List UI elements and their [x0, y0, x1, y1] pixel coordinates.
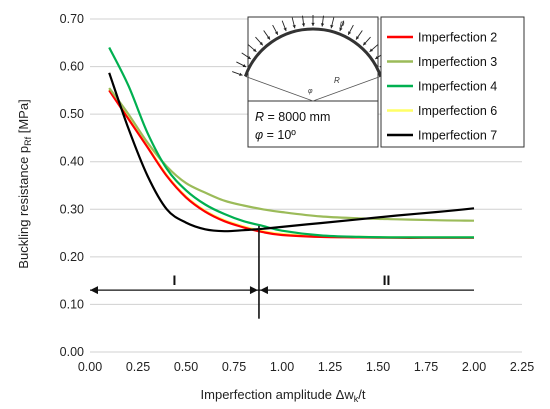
legend-label: Imperfection 3 [418, 55, 497, 69]
legend-label: Imperfection 2 [418, 31, 497, 45]
region-label-2: II [383, 272, 391, 288]
x-tick-label: 1.25 [318, 360, 342, 374]
x-tick-labels: 0.00 0.25 0.50 0.75 1.00 1.25 1.50 1.75 2.00 2.25 [78, 360, 534, 374]
diagram-label-phi: φ [308, 88, 313, 95]
inset-box: p φ R R = 8000 mm φ = 10º [232, 15, 394, 148]
x-tick-label: 0.00 [78, 360, 102, 374]
y-axis-title: Buckling resistance pRf [MPa] [16, 99, 33, 268]
series-line-imperfection-4 [108, 47, 474, 239]
legend-frame [380, 16, 525, 148]
pressure-arrow-head [239, 72, 243, 76]
x-tick-label: 1.50 [366, 360, 390, 374]
shell-diagram: p φ R [232, 15, 394, 102]
pressure-arrow-head [283, 27, 287, 31]
y-tick-labels: 0.00 0.10 0.20 0.30 0.40 0.50 0.60 0.70 [60, 12, 84, 359]
inset-radius-text: R = 8000 mm [255, 110, 330, 124]
y-tick-label: 0.50 [60, 107, 84, 121]
legend-label: Imperfection 6 [418, 104, 497, 118]
pressure-arrow-head [311, 22, 315, 26]
pressure-arrow-head [292, 24, 296, 29]
y-tick-label: 0.30 [60, 202, 84, 216]
x-tick-label: 0.25 [126, 360, 150, 374]
legend-label: Imperfection 4 [418, 80, 497, 94]
pressure-arrow-head [320, 23, 325, 27]
y-tick-label: 0.10 [60, 297, 84, 311]
pressure-arrow-head [348, 31, 352, 35]
y-tick-label: 0.00 [60, 345, 84, 359]
series-line-imperfection-3 [108, 87, 475, 222]
x-tick-label: 1.75 [414, 360, 438, 374]
y-tick-label: 0.20 [60, 250, 84, 264]
x-tick-label: 2.25 [510, 360, 534, 374]
x-tick-label: 0.75 [222, 360, 246, 374]
pressure-arrow-head [242, 64, 247, 68]
inset-angle-text: φ = 10º [255, 128, 296, 142]
pressure-arrow-head [356, 36, 360, 40]
pressure-arrow-head [301, 23, 306, 27]
pressure-arrow-head [266, 36, 270, 40]
x-tick-label: 0.50 [174, 360, 198, 374]
pressure-arrow-head [363, 41, 367, 46]
y-tick-label: 0.40 [60, 155, 84, 169]
x-axis-title: Imperfection amplitude Δwk/t [201, 387, 366, 404]
arrow-head [90, 286, 98, 295]
inset-radius-value: = 8000 mm [264, 110, 330, 124]
y-tick-label: 0.60 [60, 60, 84, 74]
y-tick-label: 0.70 [60, 12, 84, 26]
legend: Imperfection 2 Imperfection 3 Imperfection… [380, 16, 525, 148]
series-lines [108, 47, 475, 239]
x-tick-label: 1.00 [270, 360, 294, 374]
diagram-label-p: p [339, 19, 345, 28]
arrow-head [249, 286, 258, 295]
pressure-arrow-head [274, 31, 278, 35]
inset-angle-value: = 10º [263, 128, 296, 142]
inset-parameter-frame [247, 100, 379, 148]
pressure-arrow-head [369, 48, 374, 52]
region-annotations: I II [90, 225, 474, 319]
legend-label: Imperfection 7 [418, 129, 497, 143]
pressure-arrow-head [375, 55, 379, 60]
pressure-arrow-head [330, 24, 334, 29]
region-label-1: I [173, 272, 177, 288]
diagram-label-r: R [334, 76, 340, 85]
diagram-radius-line [312, 75, 381, 102]
diagram-radius-line [245, 75, 314, 102]
pressure-arrow-head [259, 41, 263, 46]
pressure-arrow-head [247, 55, 251, 60]
series-line-imperfection-7 [108, 72, 475, 233]
arrow-head [259, 286, 268, 295]
pressure-arrow-head [252, 48, 257, 52]
x-tick-label: 2.00 [462, 360, 486, 374]
pressure-arrow-head [339, 27, 343, 31]
diagram-shell-arc [243, 27, 383, 77]
